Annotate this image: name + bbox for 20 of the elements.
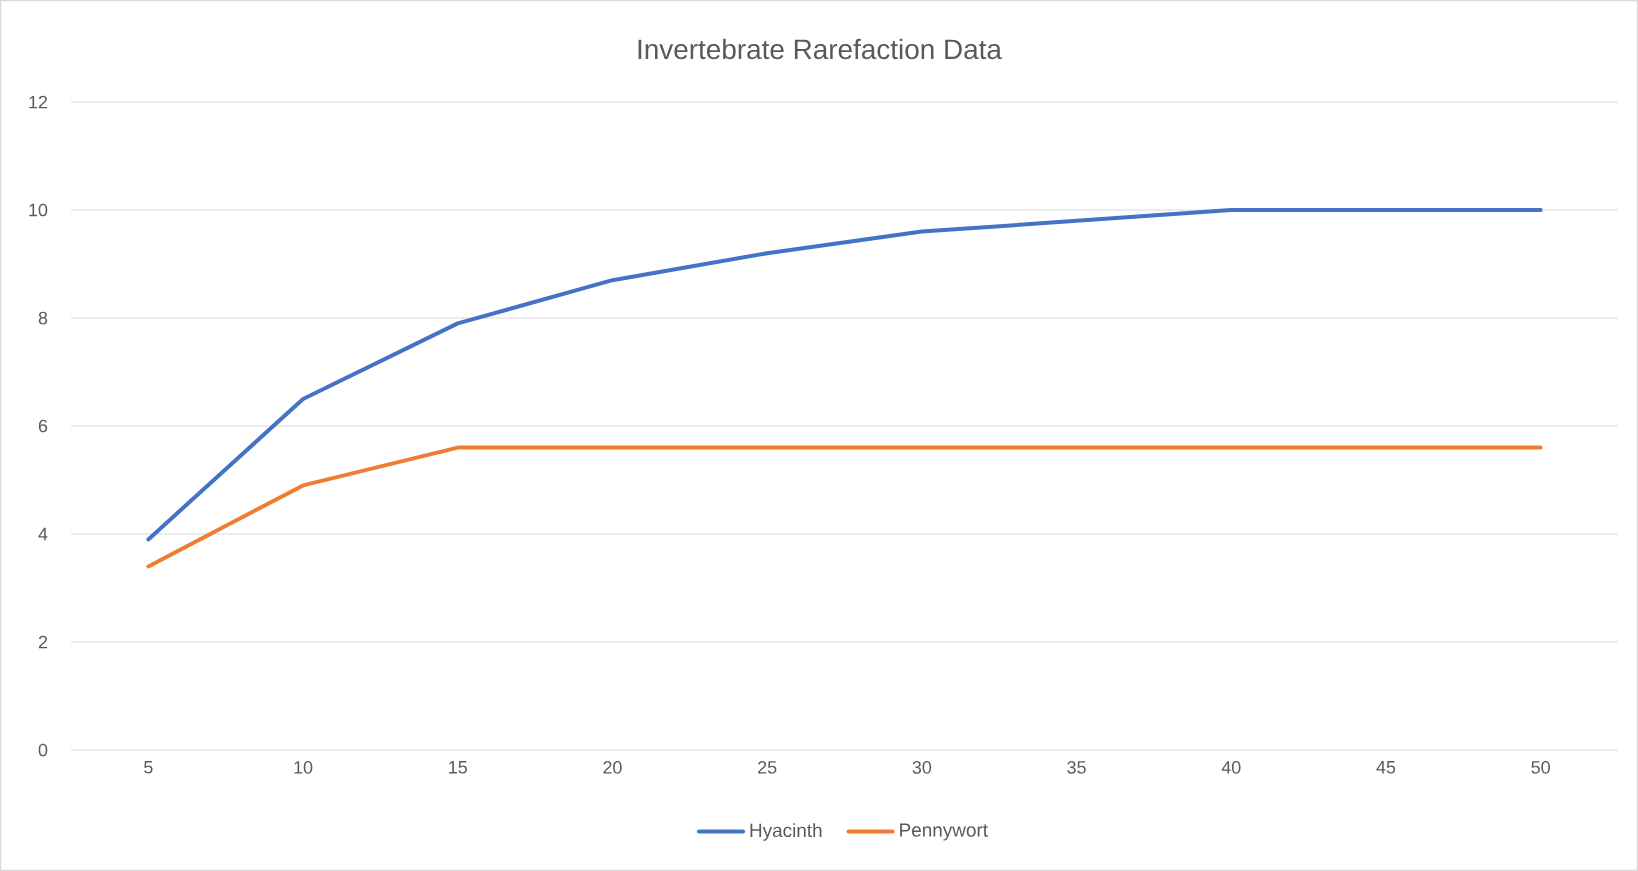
legend-label: Pennywort [900, 823, 988, 841]
y-tick-label: 10 [29, 203, 48, 217]
y-tick-label: 12 [29, 95, 48, 109]
x-tick-label: 35 [1067, 761, 1086, 774]
x-tick-label: 15 [449, 761, 467, 774]
x-tick-label: 30 [912, 761, 932, 774]
y-tick-label: 2 [38, 635, 48, 649]
y-tick-label: 0 [38, 743, 48, 757]
x-tick-label: 25 [758, 761, 777, 774]
chart-title: Invertebrate Rarefaction Data [638, 38, 1002, 60]
y-tick-label: 4 [38, 527, 48, 541]
x-tick-label: 40 [1221, 761, 1241, 774]
x-tick-label: 5 [144, 761, 153, 774]
x-tick-label: 50 [1531, 761, 1550, 774]
x-tick-label: 45 [1376, 761, 1396, 774]
x-tick-label: 20 [603, 761, 622, 774]
y-tick-label: 8 [38, 311, 48, 325]
legend-label: Hyacinth [750, 823, 822, 841]
x-tick-label: 10 [294, 761, 313, 774]
y-tick-label: 6 [38, 419, 48, 433]
